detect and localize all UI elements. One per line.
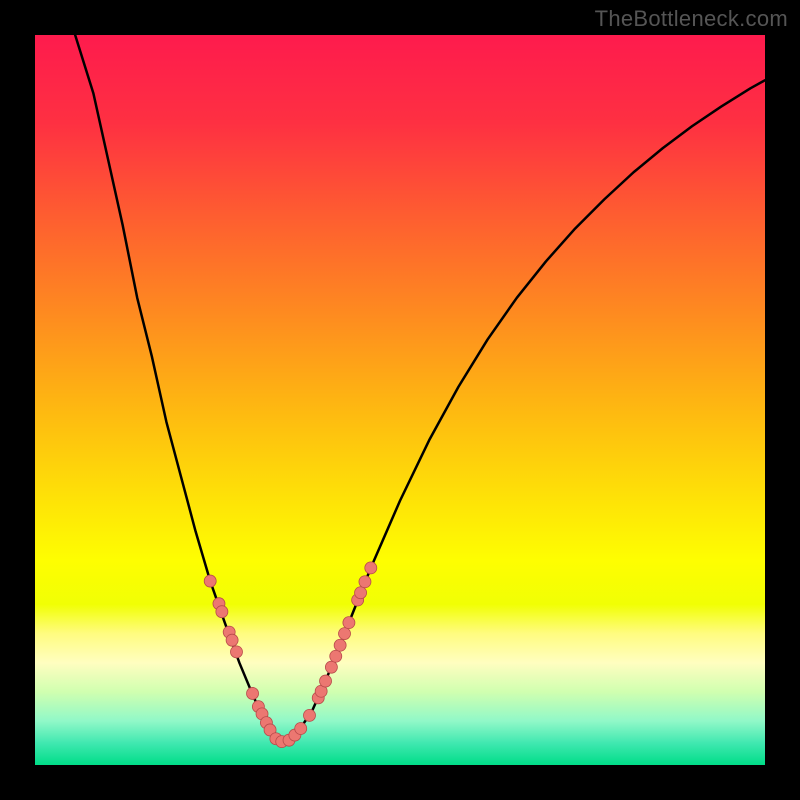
data-marker xyxy=(247,687,259,699)
data-marker xyxy=(339,628,351,640)
plot-svg xyxy=(35,35,765,765)
data-marker xyxy=(325,661,337,673)
data-marker xyxy=(230,646,242,658)
chart-canvas: TheBottleneck.com xyxy=(0,0,800,800)
data-marker xyxy=(343,617,355,629)
data-marker xyxy=(334,639,346,651)
data-marker xyxy=(355,587,367,599)
data-marker xyxy=(226,634,238,646)
plot-background xyxy=(35,35,765,765)
plot-area xyxy=(35,35,765,765)
data-marker xyxy=(320,675,332,687)
data-marker xyxy=(303,709,315,721)
data-marker xyxy=(204,575,216,587)
watermark-label: TheBottleneck.com xyxy=(595,6,788,32)
data-marker xyxy=(365,562,377,574)
data-marker xyxy=(295,723,307,735)
data-marker xyxy=(330,650,342,662)
data-marker xyxy=(359,576,371,588)
data-marker xyxy=(216,606,228,618)
